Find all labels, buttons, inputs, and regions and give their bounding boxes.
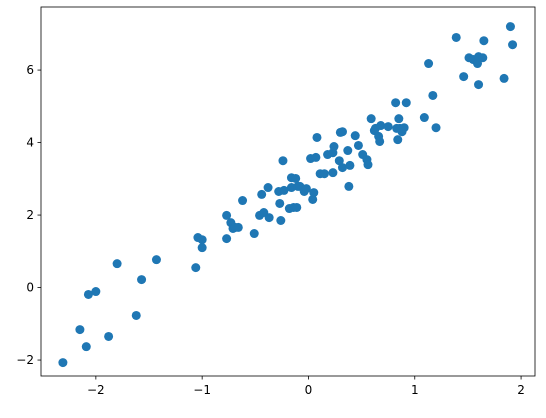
- point: [222, 234, 232, 244]
- point: [276, 215, 286, 225]
- point: [337, 163, 347, 173]
- point: [428, 90, 438, 100]
- point: [334, 156, 344, 166]
- point: [197, 235, 207, 245]
- x-tick-label: 1: [411, 383, 419, 397]
- point: [472, 59, 482, 69]
- point: [222, 210, 232, 220]
- point: [424, 59, 434, 69]
- y-tick-label: −2: [16, 353, 34, 367]
- point: [81, 342, 91, 352]
- point: [131, 310, 141, 320]
- point: [309, 188, 319, 198]
- x-tick-label: 0: [305, 383, 313, 397]
- y-tick-label: 2: [26, 208, 34, 222]
- point: [345, 160, 355, 170]
- x-tick-label: 2: [517, 383, 525, 397]
- point: [393, 135, 403, 145]
- point: [319, 169, 329, 179]
- point: [292, 202, 302, 212]
- point: [151, 255, 161, 265]
- point: [279, 185, 289, 195]
- point: [83, 289, 93, 299]
- point: [264, 213, 274, 223]
- point: [301, 184, 311, 194]
- point: [383, 122, 393, 132]
- point: [499, 73, 509, 83]
- point: [459, 72, 469, 82]
- point: [479, 36, 489, 46]
- y-tick-label: 4: [26, 136, 34, 150]
- point: [329, 142, 339, 152]
- point: [474, 80, 484, 90]
- plot-frame: [40, 6, 536, 377]
- point: [337, 127, 347, 137]
- point: [249, 229, 259, 239]
- point: [344, 181, 354, 191]
- point: [376, 121, 386, 131]
- point: [419, 113, 429, 123]
- point: [137, 275, 147, 285]
- point: [508, 40, 518, 50]
- point: [263, 183, 273, 193]
- point: [197, 243, 207, 253]
- point: [451, 32, 461, 42]
- point: [257, 189, 267, 199]
- point: [343, 146, 353, 156]
- point: [191, 263, 201, 273]
- point: [391, 98, 401, 108]
- x-tick-label: −2: [87, 383, 105, 397]
- point: [91, 287, 101, 297]
- point: [238, 196, 248, 206]
- point: [478, 53, 488, 63]
- y-tick-label: 6: [26, 63, 34, 77]
- point: [366, 114, 376, 124]
- point: [353, 140, 363, 150]
- point: [275, 198, 285, 208]
- point: [394, 114, 404, 124]
- point: [291, 173, 301, 183]
- point: [350, 131, 360, 141]
- point: [505, 22, 515, 32]
- point: [58, 358, 68, 368]
- point: [328, 168, 338, 178]
- y-tick-label: 0: [26, 281, 34, 295]
- point: [233, 222, 243, 232]
- point: [278, 156, 288, 166]
- point: [104, 331, 114, 341]
- x-tick-label: −1: [193, 383, 211, 397]
- point: [375, 136, 385, 146]
- point: [399, 123, 409, 133]
- point: [312, 132, 322, 142]
- point: [363, 160, 373, 170]
- point: [308, 194, 318, 204]
- point: [112, 259, 122, 269]
- point: [75, 325, 85, 335]
- point: [311, 152, 321, 162]
- point: [401, 98, 411, 108]
- point: [431, 123, 441, 133]
